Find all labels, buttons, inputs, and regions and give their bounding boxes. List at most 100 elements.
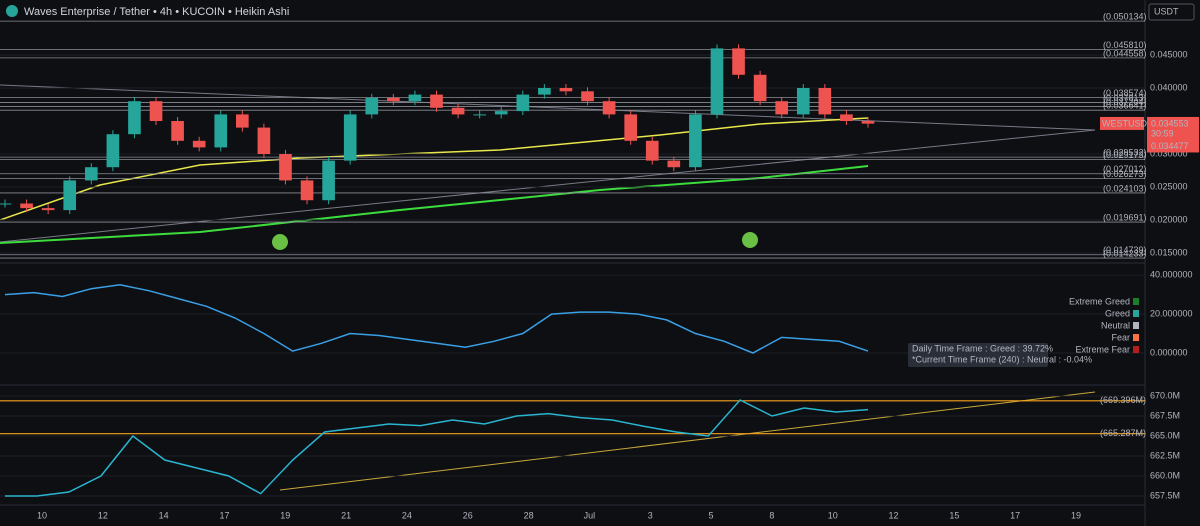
trend-line: [0, 84, 1096, 131]
y-tick-label: 670.0M: [1150, 390, 1180, 400]
candle: [581, 91, 594, 102]
x-tick-label: 12: [889, 510, 899, 520]
candle: [192, 140, 206, 148]
y-tick-label: 0.030000: [1150, 148, 1188, 158]
y-tick-label: 20.000000: [1150, 308, 1193, 318]
candle: [63, 180, 77, 211]
currency[interactable]: USDT: [1154, 6, 1179, 16]
candle: [322, 160, 335, 201]
candle: [840, 114, 853, 121]
candle: [796, 87, 810, 115]
legend-label: Greed: [1105, 308, 1130, 318]
candle: [84, 167, 98, 181]
candle: [624, 114, 637, 141]
level-label: (0.024103): [1103, 183, 1147, 193]
y-tick-label: 667.5M: [1150, 410, 1180, 420]
x-tick-label: 5: [709, 510, 714, 520]
candle: [516, 94, 530, 112]
y-tick-label: 657.5M: [1150, 490, 1180, 500]
x-tick-label: Jul: [584, 510, 596, 520]
x-tick-label: 17: [219, 510, 229, 520]
legend-swatch: [1133, 298, 1139, 305]
level-label: (665.287M): [1100, 428, 1146, 438]
candle: [710, 48, 724, 115]
level-label: (0.050134): [1103, 11, 1147, 21]
volume-line: [5, 399, 869, 497]
legend-swatch: [1133, 310, 1139, 317]
candle: [775, 101, 789, 115]
x-tick-label: 3: [648, 510, 653, 520]
currency-select[interactable]: [1148, 3, 1195, 21]
tooltip-box: [908, 343, 1048, 367]
x-tick-label: 12: [98, 510, 108, 520]
level-label: (0.027012): [1103, 164, 1147, 174]
y-tick-label: 0.015000: [1150, 247, 1188, 257]
countdown: 30:59: [1151, 128, 1174, 138]
level-label: (0.019691): [1103, 212, 1147, 222]
sentiment-line: [4, 284, 869, 354]
x-tick-label: 28: [524, 510, 534, 520]
signal-marker: [272, 234, 288, 250]
level-label: (0.036641): [1103, 101, 1147, 111]
candle: [494, 111, 508, 115]
y-tick-label: 0.045000: [1150, 49, 1188, 59]
level-label: (669.396M): [1100, 395, 1146, 405]
chart-title: Waves Enterprise / Tether • 4h • KUCOIN …: [24, 6, 289, 18]
x-tick-label: 21: [341, 510, 351, 520]
level-label: (0.038574): [1103, 88, 1147, 98]
candle: [257, 127, 271, 155]
level-label: (0.037813): [1103, 93, 1147, 103]
trend-line: [279, 391, 1096, 491]
x-tick-label: 19: [1071, 510, 1081, 520]
x-tick-label: 15: [949, 510, 959, 520]
candle: [0, 203, 12, 205]
tooltip-line: *Current Time Frame (240) : Neutral : -0…: [912, 354, 1092, 364]
symbol-tag: [1100, 116, 1144, 130]
legend-swatch: [1133, 322, 1139, 329]
candle: [41, 208, 55, 211]
candle: [149, 101, 163, 121]
x-tick-label: 19: [280, 510, 290, 520]
candle: [645, 140, 659, 161]
candle: [753, 74, 767, 102]
legend-swatch: [1133, 346, 1139, 353]
candle: [236, 114, 249, 128]
candle: [602, 101, 616, 115]
symbol-label: WESTUSDT: [1102, 118, 1153, 128]
level-label: (0.045810): [1103, 40, 1147, 50]
level-label: (0.026273): [1103, 169, 1147, 179]
prev-price: 0.034477: [1151, 141, 1189, 151]
candle: [171, 120, 184, 141]
level-label: (0.014739): [1103, 245, 1147, 255]
candle: [818, 87, 832, 115]
last-price: 0.034553: [1151, 118, 1189, 128]
level-label: (0.029532): [1103, 147, 1147, 157]
candle: [300, 180, 314, 201]
y-tick-label: 40.000000: [1150, 269, 1193, 279]
level-label: (0.014233): [1103, 248, 1147, 258]
x-tick-label: 8: [769, 510, 774, 520]
legend-label: Neutral: [1101, 320, 1130, 330]
level-label: (0.029173): [1103, 150, 1147, 160]
x-tick-label: 24: [402, 510, 412, 520]
legend-label: Fear: [1111, 332, 1130, 342]
candle: [559, 87, 573, 92]
candle: [365, 97, 379, 115]
candle: [279, 154, 292, 181]
y-tick-label: 0.025000: [1150, 181, 1188, 191]
trend-line: [0, 129, 1096, 243]
candle: [408, 94, 422, 102]
candle: [732, 48, 745, 75]
level-label: (0.037204): [1103, 97, 1147, 107]
signal-marker: [742, 232, 758, 248]
x-tick-label: 26: [463, 510, 473, 520]
x-tick-label: 17: [1010, 510, 1020, 520]
candle: [861, 120, 875, 124]
x-tick-label: 10: [37, 510, 47, 520]
tooltip-line: Daily Time Frame : Greed : 39.72%: [912, 343, 1053, 353]
candle: [538, 87, 551, 95]
y-tick-label: 662.5M: [1150, 450, 1180, 460]
candle: [430, 94, 443, 108]
candle: [128, 101, 141, 135]
